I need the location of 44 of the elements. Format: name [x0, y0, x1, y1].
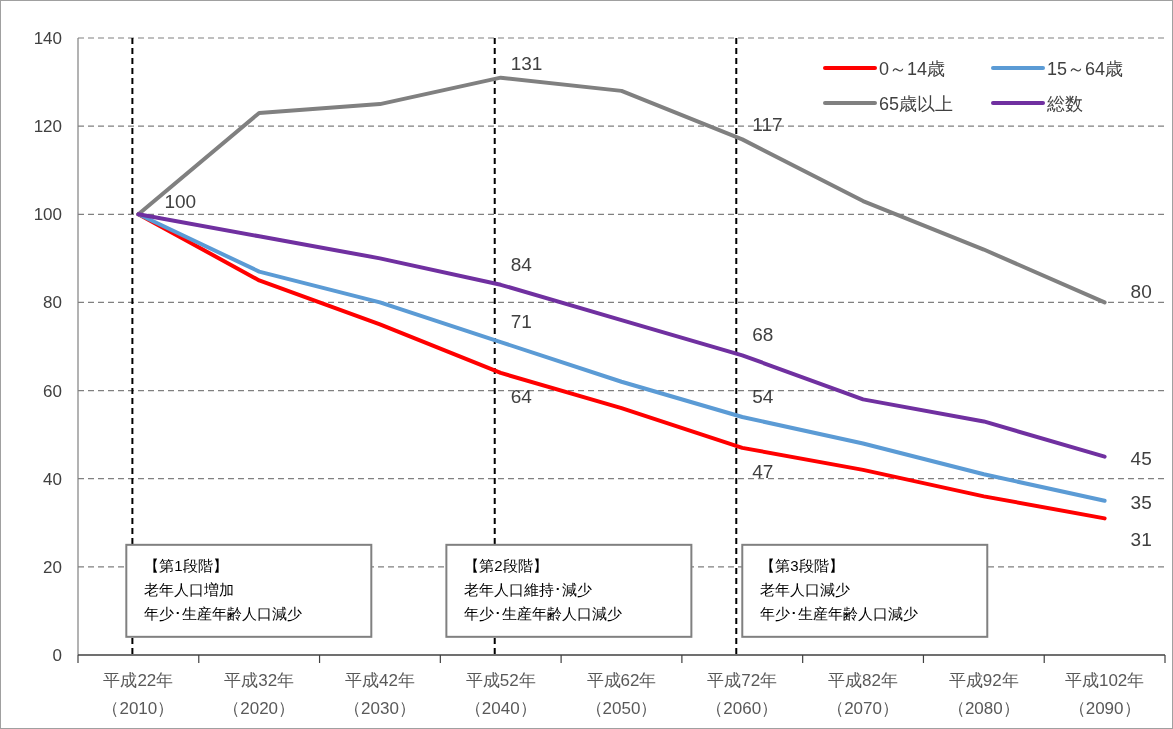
data-label: 35 [1130, 491, 1152, 513]
y-tick-label: 100 [33, 205, 62, 225]
legend-label: 15～64歳 [1047, 59, 1124, 79]
data-label: 68 [752, 324, 774, 346]
x-tick-label: 平成72年（2060） [705, 670, 780, 720]
annotation: 【第2段階】 [464, 556, 548, 574]
x-tick-label: 平成32年（2020） [222, 670, 297, 720]
data-label: 71 [510, 311, 532, 333]
y-tick-label: 0 [52, 646, 62, 665]
legend-label: 65歳以上 [879, 94, 954, 114]
annotation: 【第1段階】 [144, 556, 228, 574]
x-tick-label: 平成102年（2090） [1063, 670, 1146, 720]
data-label: 84 [510, 253, 533, 275]
x-tick-label: 平成62年（2050） [584, 670, 659, 720]
y-tick-label: 140 [33, 29, 62, 48]
annotation: 年少･生産年齢人口減少 [144, 604, 303, 622]
legend-label: 0～14歳 [879, 59, 946, 79]
y-tick-label: 60 [43, 381, 62, 401]
y-tick-label: 40 [43, 469, 62, 489]
legend-label: 総数 [1046, 94, 1083, 114]
x-tick-label: 平成22年（2010） [101, 670, 176, 720]
annotation: 老年人口維持･減少 [464, 580, 593, 598]
data-label: 45 [1130, 447, 1152, 469]
annotation: 【第3段階】 [760, 556, 844, 574]
x-tick-label: 平成42年（2030） [343, 670, 417, 720]
y-tick-label: 80 [43, 293, 62, 313]
x-tick-label: 平成92年（2080） [946, 670, 1021, 720]
y-tick-label: 120 [33, 117, 62, 137]
line-series [136, 212, 1107, 459]
data-label: 47 [752, 460, 774, 482]
annotation: 年少･生産年齢人口減少 [760, 604, 919, 622]
data-label: 80 [1130, 281, 1152, 303]
data-label: 131 [510, 52, 543, 74]
data-label: 64 [510, 385, 533, 407]
data-label: 117 [752, 114, 783, 136]
annotation: 年少･生産年齢人口減少 [464, 604, 623, 622]
annotation: 老年人口減少 [760, 580, 851, 598]
data-label: 54 [752, 386, 774, 408]
annotation: 老年人口増加 [144, 580, 235, 598]
y-tick-label: 20 [43, 557, 62, 577]
x-tick-label: 平成52年（2040） [463, 670, 538, 720]
data-label: 100 [164, 191, 197, 213]
x-tick-label: 平成82年（2070） [826, 670, 900, 720]
data-label: 31 [1130, 529, 1152, 551]
